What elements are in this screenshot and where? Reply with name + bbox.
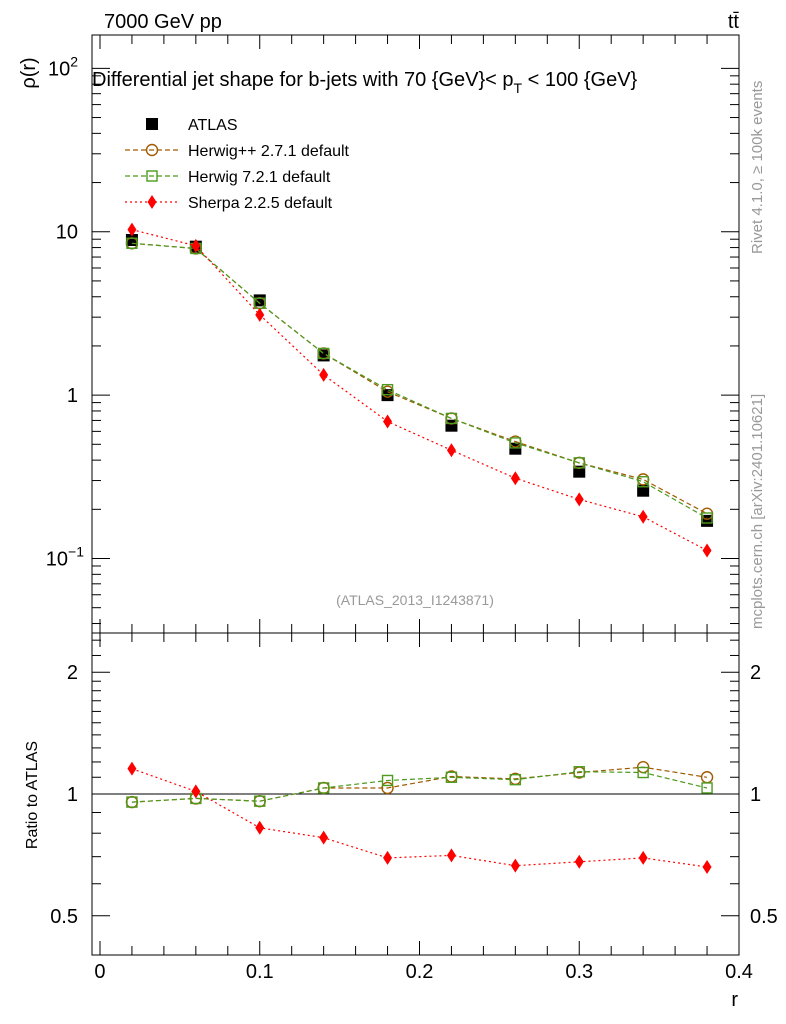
main-point-sherpa-2-2-5-default [127,222,137,237]
ratio-point-sherpa-2-2-5-default [191,784,201,799]
ratio-point-herwig-7-2-1-default [637,766,649,779]
main-point-herwig-7-2-1-default [254,297,266,309]
ratio-point-sherpa-2-2-5-default [446,848,456,863]
main-y-axis-label: ρ(r) [18,57,40,88]
legend: ATLAS Herwig++ 2.7.1 default Herwig 7.2.1 … [125,117,350,212]
ratio-point-herwig-2-7-1-default [700,771,714,784]
ratio-point-sherpa-2-2-5-default [255,820,265,835]
ratio-point-herwig-7-2-1-default [445,771,458,783]
main-y-tick-labels: 102 10 1 10−1 [46,53,84,570]
main-point-sherpa-2-2-5-default [319,367,329,382]
main-point-herwig-7-2-1-default [317,347,330,360]
ratio-line-herwig-7-2-1-default [131,771,708,803]
ratio-point-sherpa-2-2-5-default [127,761,137,776]
ratio-point-herwig-7-2-1-default [573,766,585,778]
main-y-tick-label: 1 [67,385,78,407]
ratio-line-herwig-2-7-1-default [131,766,708,803]
chart-title-prefix: Differential jet shape for b-jets with 7… [92,69,514,91]
main-point-herwig-7-2-1-default [637,476,649,488]
ratio-series-group [125,760,714,875]
legend-label-herwig-7-2-1-default: Herwig 7.2.1 default [188,169,331,186]
main-y-tick-label: 102 [48,53,78,80]
main-line-herwig-7-2-1-default [131,242,708,519]
x-tick-label: 0.4 [725,961,753,983]
ratio-y-axis-label: Ratio to ATLAS [24,741,41,849]
ratio-point-herwig-7-2-1-default [381,774,394,787]
legend-marker-sherpa-2-2-5-default [147,195,157,209]
ratio-point-sherpa-2-2-5-default [319,830,329,845]
main-point-atlas [125,234,138,247]
legend-marker-herwig-2-7-1-default [145,143,159,157]
ratio-point-herwig-7-2-1-default [126,796,138,808]
ratio-point-sherpa-2-2-5-default [638,850,648,865]
main-point-herwig-7-2-1-default [509,437,522,449]
legend-marker-herwig-7-2-1-default [146,170,158,182]
main-line-sherpa-2-2-5-default [131,229,708,552]
ratio-y-tick-label-right: 0.5 [750,906,778,928]
main-point-sherpa-2-2-5-default [574,492,584,507]
legend-label-herwig-2-7-1-default: Herwig++ 2.7.1 default [188,143,350,160]
ratio-point-herwig-7-2-1-default [317,782,330,794]
ratio-y-tick-label-right: 1 [750,784,761,806]
chart-title: Differential jet shape for b-jets with 7… [92,69,638,96]
main-point-herwig-7-2-1-default [701,512,713,524]
x-tick-label: 0.2 [406,961,434,983]
legend-marker-atlas [146,118,158,130]
main-point-herwig-7-2-1-default [445,412,458,425]
main-y-tick-label: 10 [56,222,78,244]
x-tick-label: 0.3 [565,961,593,983]
ratio-line-sherpa-2-2-5-default [131,768,708,868]
chart-title-subscript: T [514,80,523,96]
ratio-y-tick-label-left: 1 [67,784,78,806]
main-point-sherpa-2-2-5-default [383,414,393,429]
main-panel: 102 10 1 10−1 ρ(r) (ATLAS_2013_I1243871) Di… [18,34,740,634]
ratio-point-sherpa-2-2-5-default [383,850,393,865]
main-point-atlas [253,294,266,307]
legend-label-sherpa-2-2-5-default: Sherpa 2.2.5 default [188,195,333,212]
ratio-point-herwig-2-7-1-default [381,781,394,795]
main-point-sherpa-2-2-5-default [510,471,520,486]
ratio-point-herwig-7-2-1-default [509,773,522,786]
rivet-version-label: Rivet 4.1.0, ≥ 100k events [749,81,766,254]
main-series-group [125,222,714,558]
header-process-label: tt̄ [728,11,740,33]
x-axis-label: r [731,989,738,1011]
legend-label-atlas: ATLAS [188,117,238,134]
ratio-point-sherpa-2-2-5-default [574,854,584,869]
ratio-point-herwig-7-2-1-default [254,795,266,807]
main-point-sherpa-2-2-5-default [702,543,712,558]
main-axis-ticks [92,35,740,633]
main-y-tick-label: 10−1 [46,544,84,571]
ratio-y-tick-label-right: 2 [750,662,761,684]
ratio-point-sherpa-2-2-5-default [702,860,712,875]
ratio-point-herwig-7-2-1-default [701,782,713,794]
x-tick-labels: 0 0.1 0.2 0.3 0.4 [94,961,752,983]
analysis-watermark: (ATLAS_2013_I1243871) [336,592,494,608]
ratio-y-tick-labels: 2 2 1 1 0.5 0.5 [50,662,778,928]
main-point-sherpa-2-2-5-default [446,443,456,458]
ratio-point-sherpa-2-2-5-default [510,858,520,873]
main-point-herwig-7-2-1-default [573,457,585,469]
main-point-sherpa-2-2-5-default [191,238,201,253]
ratio-panel: 2 21 10.5 0.5 0 0.1 0.2 0.3 0.4 Ratio to ATLAS … [24,632,778,1011]
main-point-herwig-7-2-1-default [126,237,138,249]
ratio-y-tick-label-left: 0.5 [50,906,78,928]
main-point-sherpa-2-2-5-default [638,509,648,524]
chart-title-suffix: < 100 {GeV} [522,69,637,91]
ratio-y-tick-label-left: 2 [67,662,78,684]
mcplots-source-label: mcplots.cern.ch [arXiv:2401.10621] [749,394,766,629]
x-tick-label: 0 [94,961,105,983]
main-point-sherpa-2-2-5-default [255,307,265,322]
main-point-herwig-7-2-1-default [381,383,394,396]
x-tick-label: 0.1 [246,961,274,983]
main-point-atlas [573,465,586,478]
main-point-atlas [637,484,650,497]
header-energy-label: 7000 GeV pp [104,11,222,33]
main-line-herwig-2-7-1-default [131,242,708,515]
